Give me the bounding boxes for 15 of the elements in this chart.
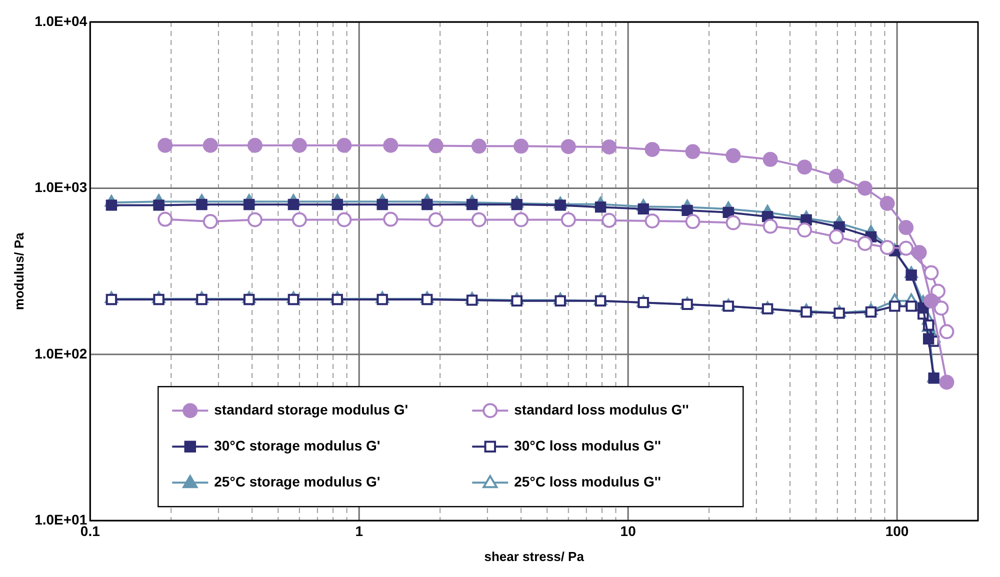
- y-tick-label: 1.0E+02: [34, 345, 88, 362]
- legend-label: 30°C loss modulus G'': [514, 437, 661, 454]
- y-tick-label: 1.0E+03: [34, 179, 88, 196]
- y-axis-title: modulus/ Pa: [11, 232, 26, 310]
- legend-label: standard storage modulus G': [214, 401, 408, 418]
- x-axis-title: shear stress/ Pa: [484, 548, 585, 564]
- legend-label: 30°C storage modulus G': [214, 437, 380, 454]
- y-tick-label: 1.0E+04: [34, 12, 88, 29]
- legend-label: 25°C storage modulus G': [214, 473, 380, 490]
- y-tick-label: 1.0E+01: [34, 511, 88, 528]
- legend-label: standard loss modulus G'': [514, 401, 689, 418]
- x-tick-label: 100: [885, 522, 909, 539]
- x-tick-label: 1: [355, 522, 364, 539]
- x-tick-label: 10: [620, 522, 636, 539]
- legend-label: 25°C loss modulus G'': [514, 473, 661, 490]
